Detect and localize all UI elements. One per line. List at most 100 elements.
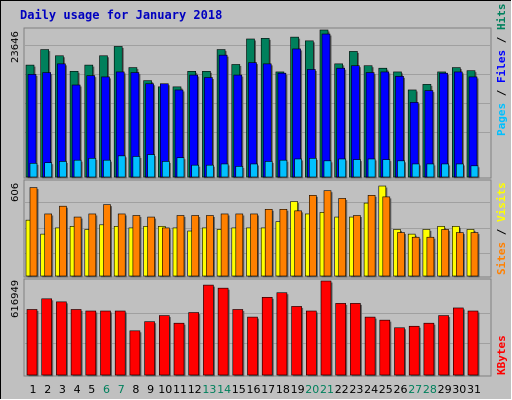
x-tick-label: 6 [103,383,110,396]
sites-bar [441,229,449,277]
bottom-legend: KBytes [495,335,508,375]
kbytes-bar [41,298,53,376]
sites-bar [220,213,229,277]
pages-bar [132,156,141,178]
x-tick-label: 22 [335,383,349,396]
x-tick-label: 2 [44,383,51,396]
kbytes-bar [467,310,479,376]
legend-entry: Visits [495,182,508,222]
files-bar [42,72,52,178]
pages-bar [455,163,464,178]
kbytes-bar [159,315,170,376]
kbytes-bar [56,301,67,376]
middle-ymax-label: 606 [10,183,21,202]
legend-entry: Hits [495,4,508,31]
kbytes-bar [173,322,185,376]
chart-title: Daily usage for January 2018 [20,8,222,22]
files-bar [262,63,272,178]
x-tick-label: 26 [394,383,408,396]
kbytes-bar [232,309,244,376]
sites-bar [73,216,82,277]
x-tick-label: 9 [147,383,154,396]
pages-bar [88,158,97,178]
pages-bar [73,159,82,178]
files-bar [292,48,301,178]
files-bar [321,33,331,178]
x-tick-label: 18 [276,383,290,396]
sites-bar [382,196,391,277]
x-tick-label: 5 [88,383,95,396]
files-bar [204,77,213,178]
x-tick-label: 14 [217,383,231,396]
pages-bar [191,164,199,178]
sites-bar [250,213,258,277]
x-tick-label: 31 [467,383,481,396]
kbytes-bar [26,309,38,376]
pages-bar [250,163,258,178]
kbytes-bar [100,310,111,376]
sites-bar [59,205,67,277]
kbytes-bar [85,310,97,376]
pages-bar [264,161,273,178]
files-bar [27,74,37,178]
sites-bar [44,213,53,277]
sites-bar [132,215,141,277]
sites-bar [470,232,479,277]
x-tick-label: 28 [423,383,437,396]
pages-bar [103,159,111,178]
kbytes-bar [261,296,273,376]
pages-bar [308,158,317,178]
pages-bar [44,162,53,178]
legend-entry: Pages [495,103,508,136]
bottom-ymax-label: 616949 [10,280,21,318]
pages-bar [29,163,38,178]
x-tick-label: 29 [438,383,452,396]
x-tick-labels: 1 2 3 4 5 6 7 8 9 10 11 12 13 14 15 16 17 18 19 20 21 22 23 24 2… [30,383,482,396]
middle-legend: Sites / Visits [495,182,508,275]
x-tick-label: 7 [118,383,125,396]
pages-bar [367,158,376,178]
legend-entry: / [495,83,508,103]
files-bar [218,54,228,178]
kbytes-bar [379,319,391,376]
kbytes-bar [408,325,420,376]
sites-bar [88,213,97,277]
sites-bar [397,232,405,277]
pages-bar [235,166,244,178]
pages-bar [206,164,214,178]
sites-bar [147,216,155,277]
kbytes-bar [291,306,302,376]
kbytes-bar [129,330,141,376]
files-bar [439,72,448,178]
files-bar [453,71,463,178]
x-tick-label: 3 [59,383,66,396]
kbytes-bar [335,303,347,376]
sites-bar [308,195,317,277]
x-tick-label: 21 [320,383,334,396]
top-ymax-label: 23646 [10,31,21,63]
sites-bar [176,215,185,277]
pages-bar [279,159,288,178]
kbytes-bar [364,316,376,376]
x-tick-label: 30 [452,383,466,396]
kbytes-bar [217,287,229,376]
files-bar [57,63,66,178]
legend-entry: Files [495,50,508,83]
bars-layer [25,29,480,377]
kbytes-bar [276,292,288,376]
x-tick-label: 11 [173,383,187,396]
sites-bar [426,236,435,277]
sites-bar [206,215,214,277]
pages-bar [441,163,449,178]
kbytes-bar [394,327,405,376]
legend-entry: KBytes [495,335,508,375]
legend-entry: / [495,30,508,50]
pages-bar [117,155,126,178]
sites-bar [353,215,361,277]
sites-bar [162,227,170,277]
x-tick-label: 25 [379,383,393,396]
x-tick-label: 27 [408,383,422,396]
legend-entry: / [495,222,508,242]
sites-bar [235,213,244,277]
